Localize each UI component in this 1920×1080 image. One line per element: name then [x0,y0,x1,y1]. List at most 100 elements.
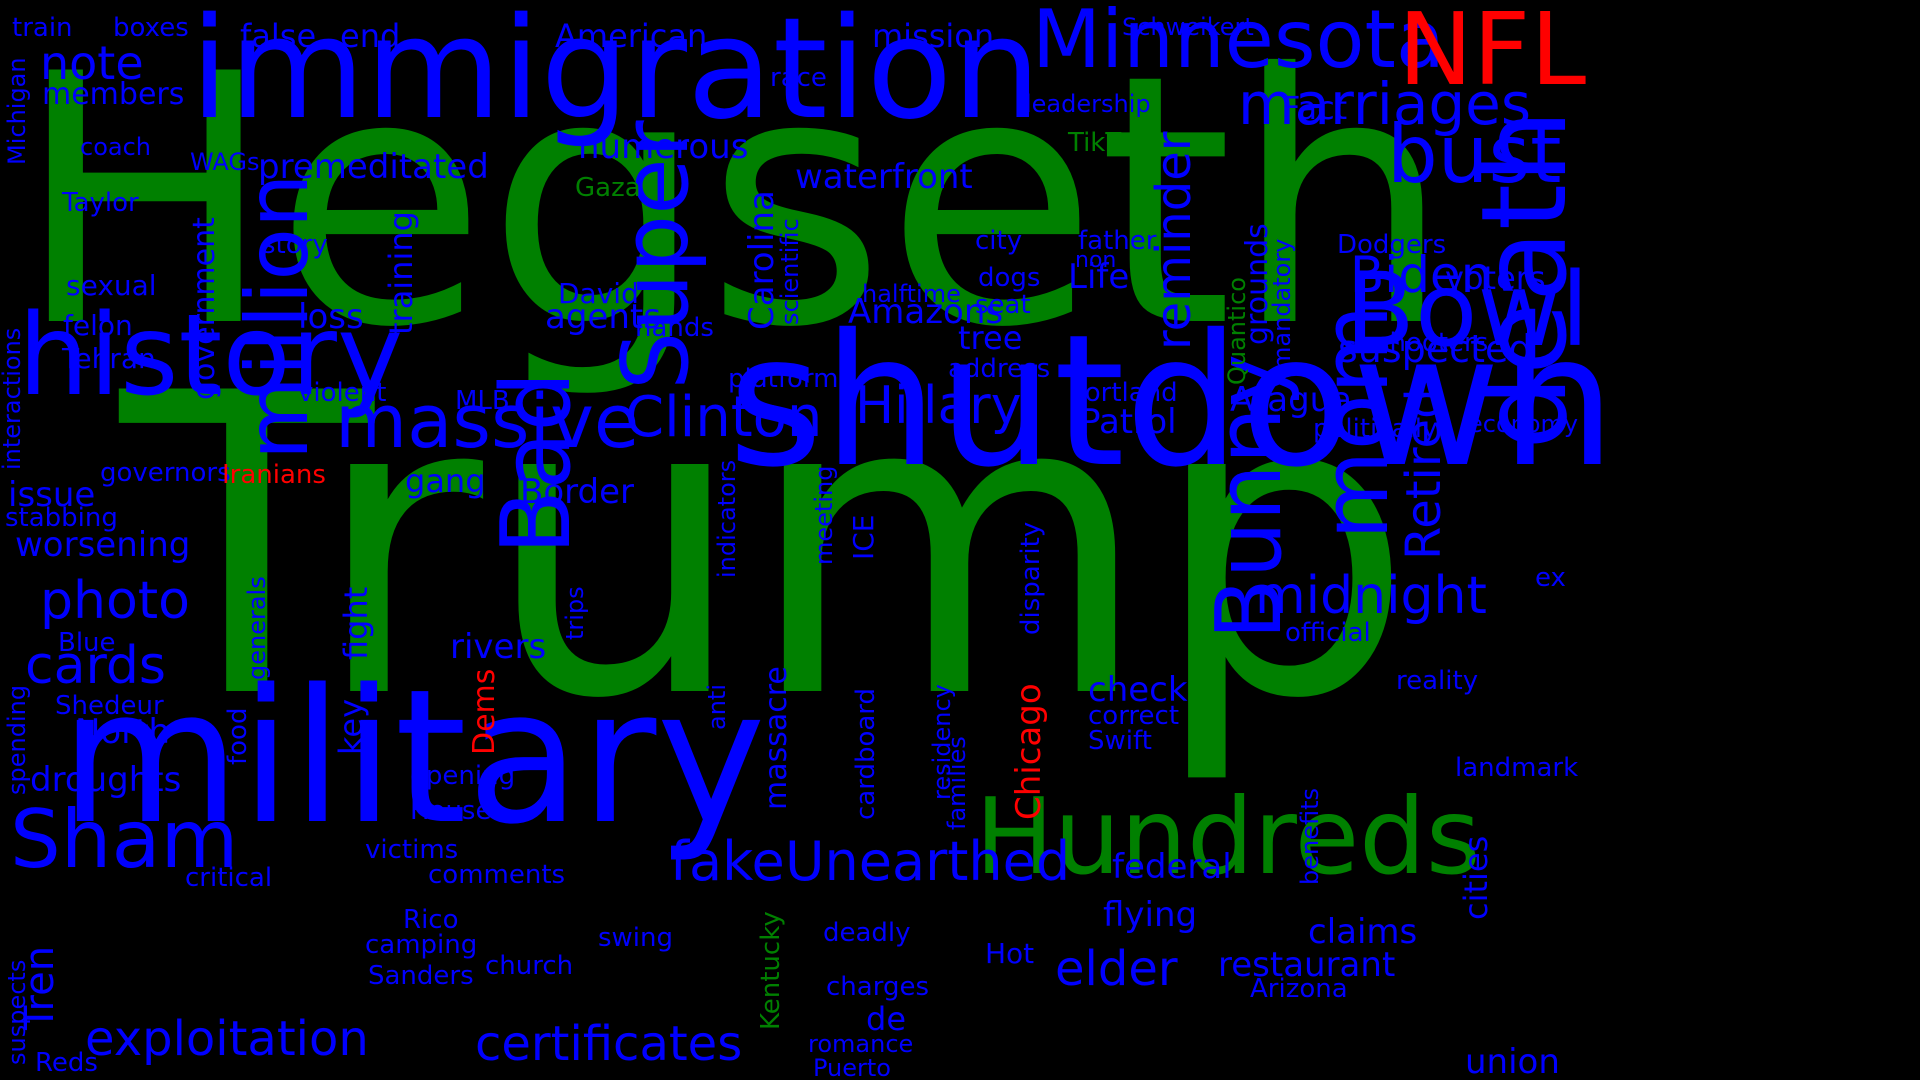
word-iranians: Iranians [222,460,326,490]
word-sanders: Sanders [368,961,474,991]
word-gaza: Gaza [575,173,641,203]
word-ex: ex [1535,563,1566,593]
word-spending: spending [3,684,31,795]
word-waterfront: waterfront [795,157,973,197]
word-dodgers: Dodgers [1337,230,1447,260]
word-scientific: scientific [776,218,804,325]
word-patrol: Patrol [1080,402,1177,442]
word-ice: ICE [847,514,880,561]
word-race: race [770,63,827,93]
word-history: history [18,291,404,421]
word-massacre: massacre [759,666,794,810]
word-voters: voters [1445,259,1546,297]
word-shooters: shooters [1376,328,1489,358]
word-halftime: halftime [862,280,961,308]
word-hot: Hot [985,937,1035,970]
word-cities: cities [1457,835,1495,920]
word-non: non [1075,248,1117,273]
word-families: families [943,736,971,830]
word-reminder: reminder [1146,131,1202,350]
word-david: David [558,277,639,310]
word-loss: loss [298,297,364,337]
word-bust: bust [1387,108,1562,201]
word-shutdown: shutdown [728,295,1616,507]
word-blue: Blue [58,628,116,658]
word-politically: politically [1313,414,1438,444]
word-sham: Sham [10,793,239,886]
word-border: Border [520,472,634,512]
word-massive: massive [335,379,640,465]
word-wags: WAGs [190,148,260,176]
word-mission: mission [872,17,995,55]
word-reality: reality [1396,666,1479,696]
word-agents: agents [545,297,661,337]
word-premeditated: premeditated [258,147,489,187]
word-city: city [975,226,1023,256]
word-tree: tree [958,319,1023,357]
word-exploitation: exploitation [85,1011,369,1067]
word-trump: Trump [120,306,1414,789]
word-leadership: leadership [1025,90,1151,118]
word-tehran: Tehran [62,342,156,375]
word-romance: romance [808,1030,914,1058]
word-elder: elder [1055,941,1178,997]
word-seat: seat [975,290,1031,320]
word-landmark: landmark [1455,753,1579,783]
word-false: false [240,17,317,55]
word-economy: economy [1468,410,1579,438]
word-check: check [1088,670,1188,710]
word-military: military [60,649,766,865]
word-deadly: deadly [823,918,911,948]
word-food: food [223,707,253,765]
word-biden: Biden [1350,246,1493,304]
word-bowl: Bowl [1345,251,1590,370]
word-charges: charges [826,972,929,1002]
word-interactions: interactions [0,327,26,470]
word-north: North [75,712,171,752]
word-mandatory: mandatory [1268,238,1296,370]
word-amazons: Amazons [848,292,1004,332]
word-dems: Dems [467,668,502,755]
word-hundreds: Hundreds [975,776,1481,898]
word-fight: fight [337,586,375,660]
word-members: members [42,77,185,112]
word-chicago: Chicago [1009,683,1049,820]
word-meeting: meeting [810,465,838,565]
word-arizona: Arizona [1250,974,1348,1004]
word-life: Life [1068,257,1130,297]
word-unearthed: Unearthed [785,830,1071,893]
word-government: government [187,217,222,400]
word-worsening: worsening [15,525,191,565]
word-taylor: Taylor [62,188,139,218]
word-fact: Fact [1282,89,1348,127]
word-nfl: NFL [1398,0,1587,108]
word-midnight: midnight [1255,566,1487,626]
word-coach: coach [80,133,151,161]
word-house: House [410,796,492,826]
word-felon: felon [63,309,133,342]
word-victims: victims [365,835,459,865]
word-cards: cards [25,636,167,696]
word-suspects: suspects [3,959,31,1065]
word-story: story [262,230,328,260]
word-train: train [12,13,73,43]
word-de: de [866,1000,906,1038]
word-boxes: boxes [113,13,189,43]
word-note: note [40,36,144,90]
word-mlb: MLB [455,386,510,416]
word-cardboard: cardboard [851,687,881,820]
word-issue: issue [8,475,96,515]
word-hegseth: Hegseth [15,2,1452,403]
word-restaurant: restaurant [1218,945,1396,985]
word-puerto: Puerto [813,1054,891,1080]
word-rivers: rivers [450,627,547,667]
word-clinton: Clinton [625,385,823,450]
word-hillary: Hillary [855,376,1022,436]
word-kentucky: Kentucky [756,911,786,1030]
word-immigration: immigration [190,0,1041,151]
word-opening: opening [410,761,516,791]
word-generals: generals [243,576,271,680]
word-rico: Rico [403,905,459,935]
word-photo: photo [40,571,190,631]
word-flying: flying [1103,895,1198,935]
